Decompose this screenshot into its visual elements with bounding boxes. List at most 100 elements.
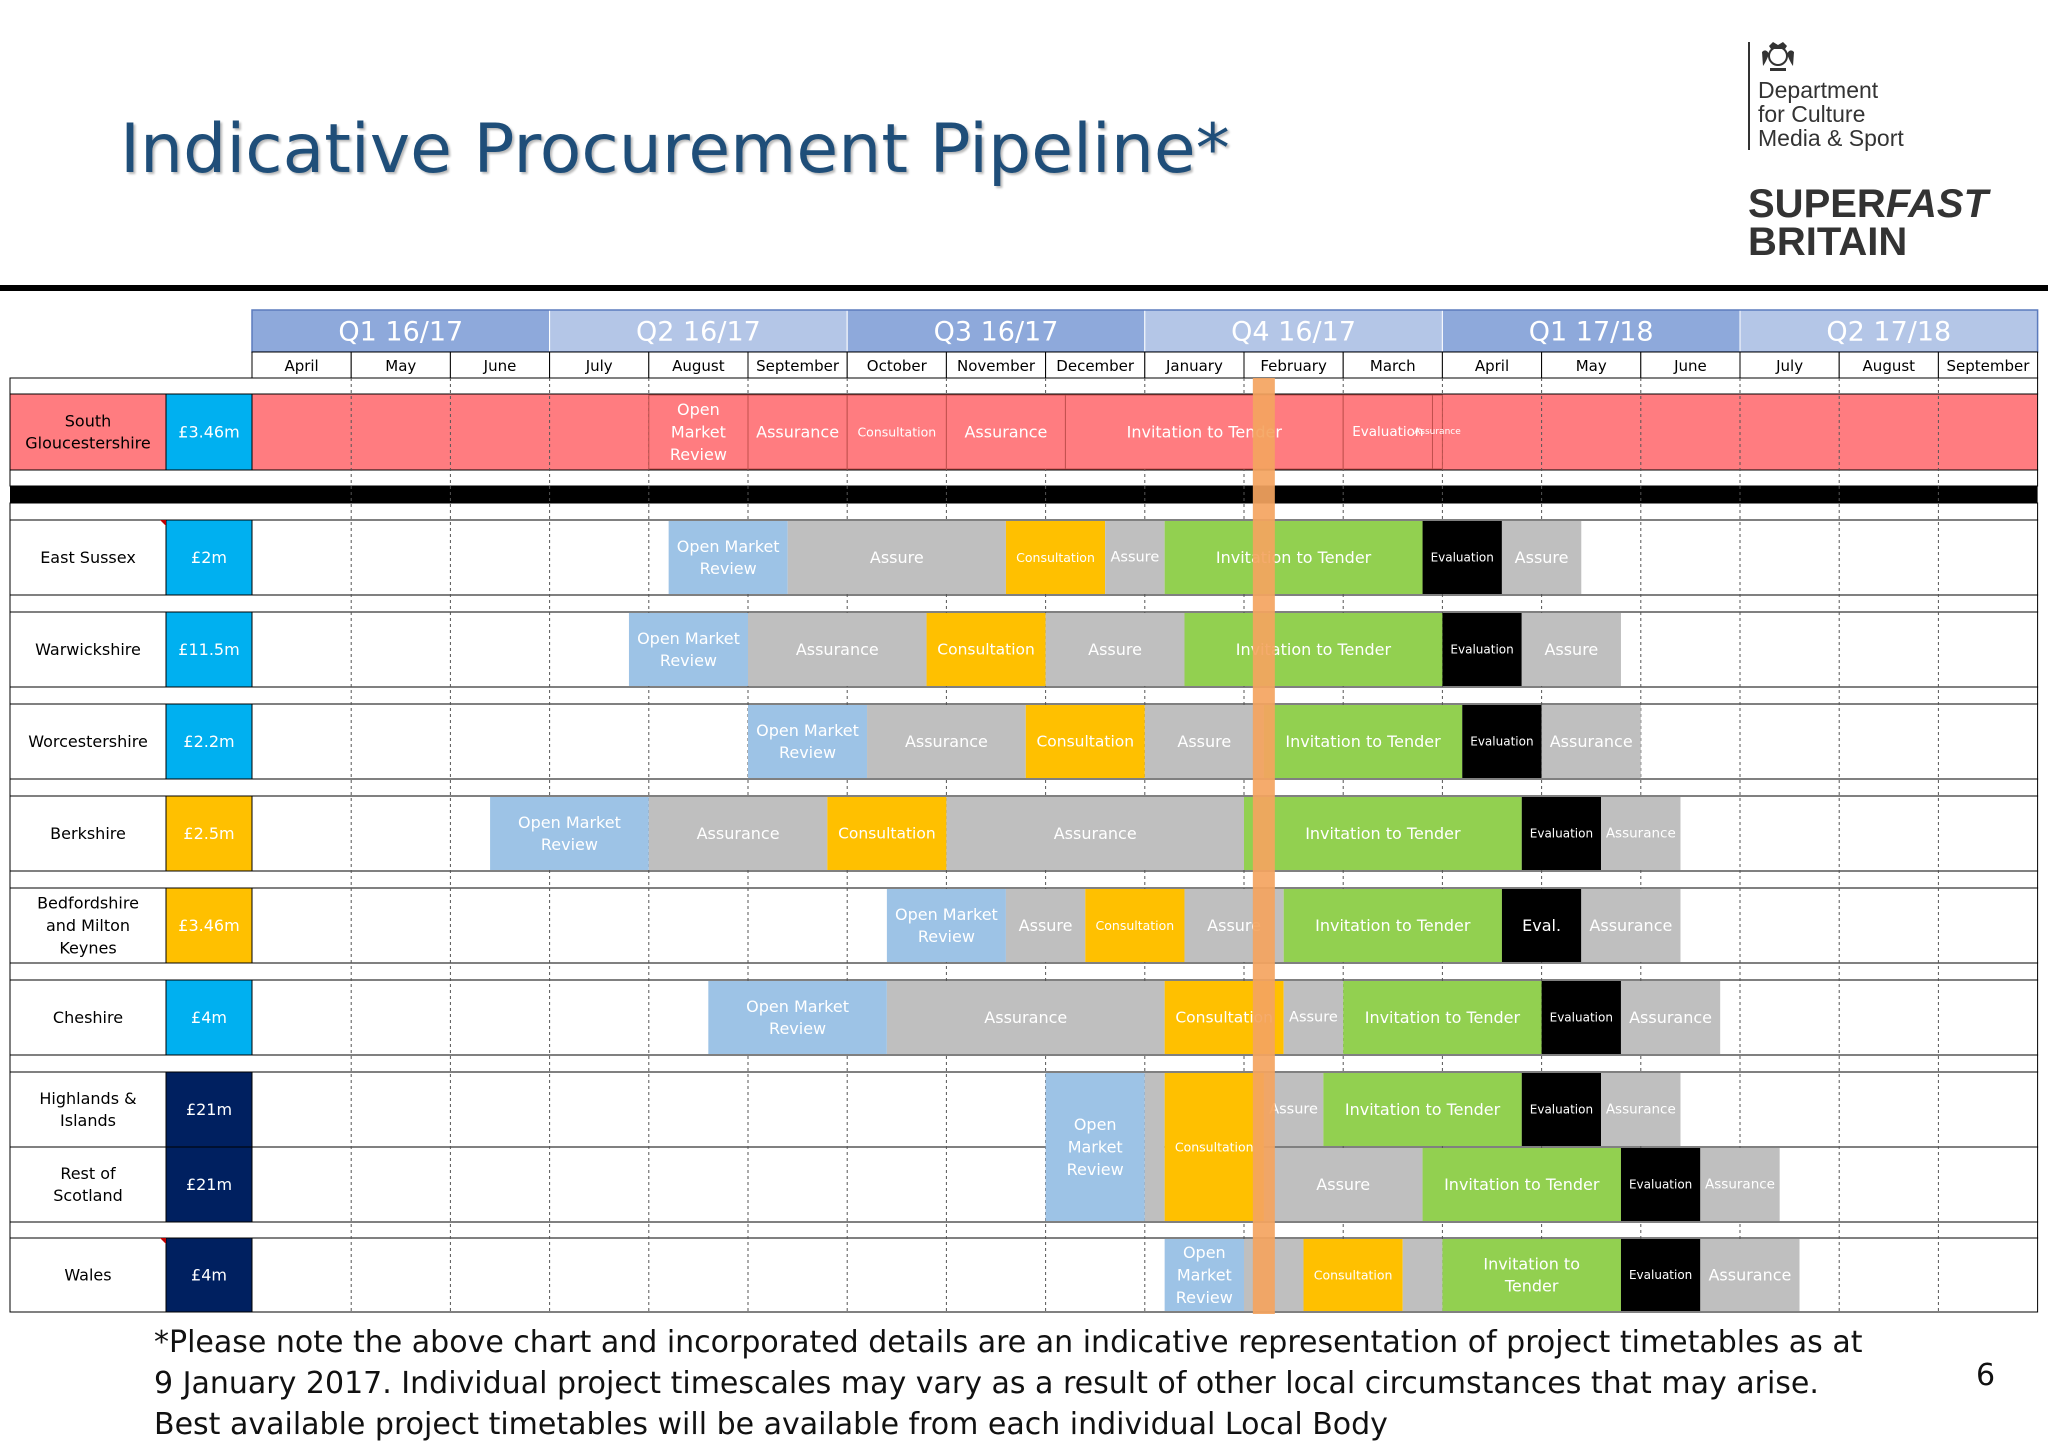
project-name: Highlands & [39, 1089, 136, 1108]
task-label: Evaluation [1629, 1178, 1692, 1192]
task-label: Evaluation [1530, 827, 1593, 841]
month-label: December [1056, 357, 1135, 375]
project-budget: £3.46m [178, 916, 239, 935]
month-header-cell [1937, 351, 2039, 379]
task-label: Invitation to Tender [1305, 824, 1461, 843]
task-label: Assurance [1550, 732, 1633, 751]
project-name: Cheshire [53, 1008, 123, 1027]
task-label: Invitation to Tender [1444, 1175, 1600, 1194]
month-label: March [1370, 357, 1416, 375]
footnote-line-1: *Please note the above chart and incorpo… [154, 1325, 1863, 1360]
task-bar [1045, 1073, 1145, 1221]
task-label: Open [1074, 1115, 1117, 1134]
task-label: Evaluation [1530, 1103, 1593, 1117]
task-label: Evaluation [1431, 551, 1494, 565]
task-label: Assure [1088, 640, 1142, 659]
month-label: June [1673, 357, 1707, 375]
month-header-cell [1838, 351, 1939, 379]
task-label: Assure [1316, 1175, 1370, 1194]
project-name-cell [9, 1237, 167, 1313]
task-label: Assure [1544, 640, 1598, 659]
task-label: Assurance [1589, 916, 1672, 935]
month-label: April [1475, 357, 1509, 375]
task-label: Assure [1110, 550, 1159, 566]
task-bar [1521, 1073, 1602, 1146]
project-budget: £4m [191, 1008, 227, 1027]
task-bar [1442, 1239, 1621, 1311]
spacer-row [9, 1054, 2039, 1073]
project-budget-cell [165, 611, 253, 688]
project-name: Bedfordshire [37, 894, 139, 913]
task-bar [1700, 1239, 1800, 1311]
quarter-label: Q2 17/18 [1826, 317, 1951, 348]
department-line-2: for Culture [1758, 101, 1866, 127]
project-name: Worcestershire [28, 732, 148, 751]
month-header-cell [747, 351, 848, 379]
task-label: Evaluation [1550, 1011, 1613, 1025]
spacer-row [9, 594, 2039, 613]
month-label: January [1165, 357, 1223, 375]
task-label: Market [671, 423, 726, 442]
month-label: September [756, 357, 840, 375]
task-bar [1620, 1239, 1701, 1311]
project-row [9, 1071, 2039, 1148]
month-header-cell [846, 351, 947, 379]
task-label: Assurance [796, 640, 879, 659]
project-name: Wales [64, 1266, 111, 1285]
project-budget: £2.2m [183, 732, 234, 751]
month-header-cell [350, 351, 451, 379]
task-bar [1501, 521, 1582, 594]
task-label: Eval. [1522, 916, 1561, 935]
month-label: August [1863, 357, 1916, 375]
task-bar [1442, 613, 1522, 686]
task-label: Open [1183, 1243, 1226, 1262]
task-bar [1601, 1073, 1681, 1146]
month-label: February [1260, 357, 1327, 375]
task-label: Assurance [1629, 1008, 1712, 1027]
task-label: Assure [870, 548, 924, 567]
task-label: Assure [1289, 1010, 1338, 1026]
task-bar [708, 981, 887, 1054]
project-name-cell [9, 795, 167, 872]
month-header-cell [251, 351, 352, 379]
task-label: Assurance [1708, 1266, 1791, 1285]
task-label: Review [700, 559, 757, 578]
task-label: Assure [1515, 548, 1569, 567]
month-label: August [672, 357, 725, 375]
month-label: July [585, 357, 613, 375]
task-label: Market [1068, 1138, 1123, 1157]
task-bar [1422, 1148, 1621, 1221]
department-line-3: Media & Sport [1758, 125, 1904, 151]
project-name: Rest of [60, 1164, 116, 1183]
month-header-cell [648, 351, 749, 379]
project-name: Keynes [59, 938, 116, 957]
task-label: Invitation to Tender [1216, 548, 1372, 567]
project-budget-cell [165, 1071, 253, 1148]
spacer-row [9, 502, 2039, 521]
quarter-label: Q1 16/17 [338, 317, 463, 348]
project-budget: £2.5m [183, 824, 234, 843]
project-budget-cell [165, 1237, 253, 1313]
quarter-label: Q1 17/18 [1529, 317, 1654, 348]
task-bar [1431, 394, 1443, 470]
month-header-cell [449, 351, 551, 379]
task-label: Assurance [1606, 1102, 1676, 1118]
task-label: Consultation [1096, 918, 1175, 933]
month-label: April [284, 357, 318, 375]
project-budget: £3.46m [178, 423, 239, 442]
logo-divider [1748, 42, 1750, 150]
task-label: Assurance [756, 423, 839, 442]
task-bar [1025, 705, 1145, 778]
project-budget-cell [165, 795, 253, 872]
month-header-cell [1441, 351, 1543, 379]
task-label: Assurance [1606, 826, 1676, 842]
project-name: Scotland [53, 1186, 123, 1205]
task-bar [886, 889, 1006, 962]
task-label: Review [918, 927, 975, 946]
footnote: *Please note the above chart and incorpo… [154, 1322, 1863, 1445]
month-header-cell [1342, 351, 1443, 379]
task-bar [1620, 981, 1721, 1054]
task-label: Consultation [937, 641, 1035, 659]
task-label: Assure [1269, 1102, 1318, 1118]
project-name: East Sussex [40, 548, 136, 567]
